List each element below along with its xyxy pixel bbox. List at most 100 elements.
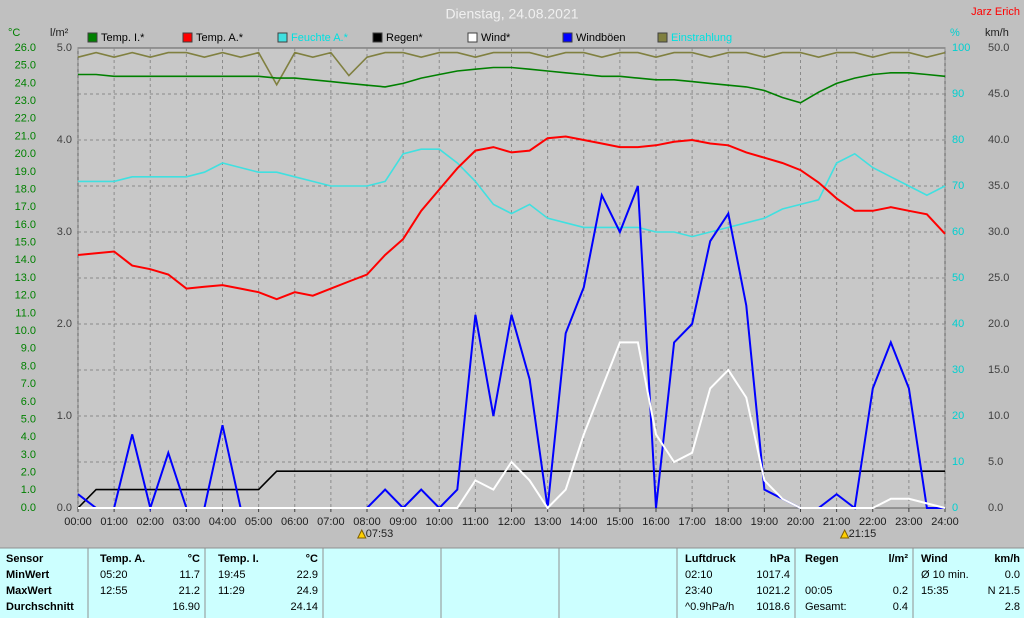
sun-marker-label: 07:53: [366, 528, 394, 540]
y-tick-label: 1.0: [21, 484, 36, 496]
series-line: [78, 148, 946, 238]
table-cell: 0.0: [1005, 569, 1020, 581]
sun-icon: [356, 528, 367, 539]
x-tick-label: 15:00: [606, 516, 634, 528]
legend-label: Windböen: [576, 32, 626, 44]
y-tick-label: 17.0: [15, 201, 36, 213]
table-header: °C: [188, 553, 200, 565]
y-tick-label: 12.0: [15, 290, 36, 302]
y-tick-label: 24.0: [15, 77, 36, 89]
y-tick-label: 25.0: [15, 60, 36, 72]
y-tick-label: 14.0: [15, 254, 36, 266]
y-tick-label: 20.0: [15, 148, 36, 160]
table-cell: ^0.9hPa/h: [685, 601, 734, 613]
x-tick-label: 18:00: [714, 516, 742, 528]
x-tick-label: 08:00: [353, 516, 381, 528]
axis-unit: l/m²: [50, 27, 69, 39]
table-cell: 0.2: [893, 585, 908, 597]
legend-label: Einstrahlung: [671, 32, 732, 44]
table-cell: 15:35: [921, 585, 949, 597]
y-tick-label: 35.0: [988, 180, 1009, 192]
table-cell: 16.90: [172, 601, 200, 613]
y-tick-label: 0: [952, 502, 958, 514]
table-cell: 23:40: [685, 585, 713, 597]
legend-swatch: [182, 32, 193, 43]
table-cell: 22.9: [297, 569, 318, 581]
x-tick-label: 05:00: [245, 516, 273, 528]
legend-label: Temp. A.*: [196, 32, 244, 44]
y-tick-label: 60: [952, 226, 964, 238]
table-cell: Gesamt:: [805, 601, 847, 613]
y-tick-label: 22.0: [15, 113, 36, 125]
y-tick-label: 30: [952, 364, 964, 376]
y-tick-label: 7.0: [21, 378, 36, 390]
y-tick-label: 3.0: [21, 449, 36, 461]
x-tick-label: 00:00: [64, 516, 92, 528]
y-tick-label: 5.0: [57, 42, 72, 54]
x-tick-label: 21:00: [823, 516, 851, 528]
table-cell: 1018.6: [756, 601, 790, 613]
axis-unit: km/h: [985, 27, 1009, 39]
x-tick-label: 23:00: [895, 516, 923, 528]
y-tick-label: 3.0: [57, 226, 72, 238]
y-tick-label: 18.0: [15, 183, 36, 195]
legend-swatch: [277, 32, 288, 43]
y-tick-label: 25.0: [988, 272, 1009, 284]
y-tick-label: 90: [952, 88, 964, 100]
y-tick-label: 15.0: [15, 237, 36, 249]
y-tick-label: 13.0: [15, 272, 36, 284]
y-tick-label: 16.0: [15, 219, 36, 231]
y-tick-label: 80: [952, 134, 964, 146]
table-cell: 1017.4: [756, 569, 790, 581]
y-tick-label: 1.0: [57, 410, 72, 422]
y-tick-label: 4.0: [21, 431, 36, 443]
series-line: [78, 66, 946, 104]
series-line: [77, 470, 945, 509]
y-tick-label: 100: [952, 42, 970, 54]
legend-swatch: [372, 32, 383, 43]
y-tick-label: 40.0: [988, 134, 1009, 146]
row-label: Durchschnitt: [6, 601, 74, 613]
y-tick-label: 20.0: [988, 318, 1009, 330]
x-tick-label: 24:00: [931, 516, 959, 528]
table-header: Temp. I.: [218, 553, 259, 565]
table-cell: 24.9: [297, 585, 318, 597]
y-tick-label: 20: [952, 410, 964, 422]
row-label: MaxWert: [6, 585, 52, 597]
row-label: MinWert: [6, 569, 50, 581]
x-tick-label: 07:00: [317, 516, 345, 528]
y-tick-label: 50: [952, 272, 964, 284]
y-tick-label: 50.0: [988, 42, 1009, 54]
y-tick-label: 15.0: [988, 364, 1009, 376]
x-tick-label: 01:00: [100, 516, 128, 528]
legend-swatch: [87, 32, 98, 43]
series-line: [77, 135, 946, 301]
y-tick-label: 5.0: [988, 456, 1003, 468]
x-tick-label: 10:00: [425, 516, 453, 528]
axis-unit: %: [950, 27, 960, 39]
table-header: °C: [306, 553, 318, 565]
y-tick-label: 10.0: [15, 325, 36, 337]
y-tick-label: 4.0: [57, 134, 72, 146]
x-tick-label: 03:00: [173, 516, 201, 528]
y-tick-label: 23.0: [15, 95, 36, 107]
y-tick-label: 11.0: [15, 307, 36, 319]
x-tick-label: 17:00: [678, 516, 706, 528]
x-tick-label: 09:00: [389, 516, 417, 528]
y-tick-label: 5.0: [21, 413, 36, 425]
table-header: l/m²: [888, 553, 908, 565]
x-tick-label: 12:00: [498, 516, 526, 528]
table-cell: 00:05: [805, 585, 833, 597]
table-cell: 19:45: [218, 569, 246, 581]
table-cell: 1021.2: [756, 585, 790, 597]
x-tick-label: 04:00: [209, 516, 237, 528]
x-tick-label: 02:00: [136, 516, 164, 528]
sun-marker-label: 21:15: [849, 528, 877, 540]
legend-label: Temp. I.*: [101, 32, 145, 44]
y-tick-label: 0.0: [21, 502, 36, 514]
table-cell: 24.14: [290, 601, 318, 613]
y-tick-label: 9.0: [21, 343, 36, 355]
table-cell: 11:29: [218, 585, 245, 597]
